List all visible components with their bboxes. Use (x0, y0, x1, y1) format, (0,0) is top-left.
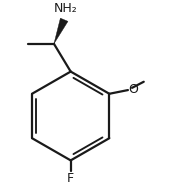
Text: F: F (67, 172, 74, 185)
Text: O: O (128, 83, 138, 96)
Polygon shape (54, 18, 68, 44)
Text: NH₂: NH₂ (54, 2, 78, 15)
